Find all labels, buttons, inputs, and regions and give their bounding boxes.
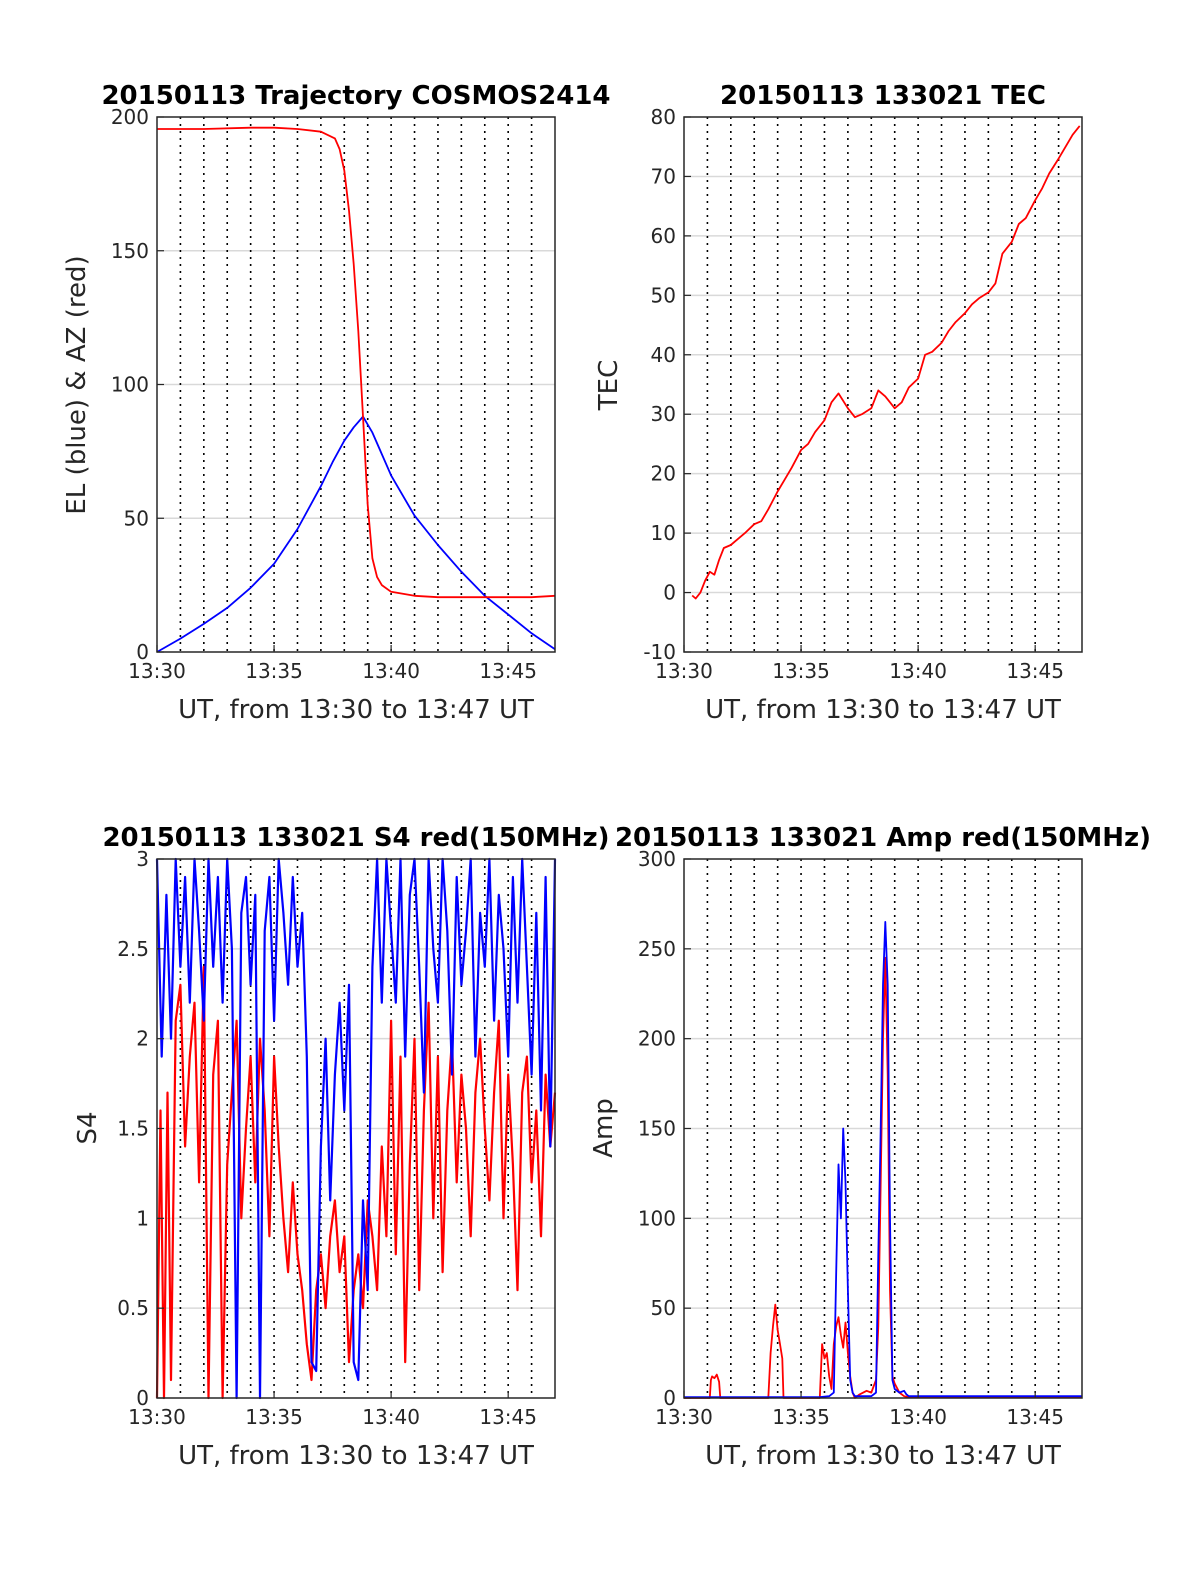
trajectory-panel: 13:30 13:35 13:40 13:45 0 50 100 150 20020150113… xyxy=(62,81,611,725)
trajectory-ytick-label-0: 0 xyxy=(136,640,149,664)
amp-ytick-label-4: 200 xyxy=(638,1027,676,1051)
tec-axes-frame xyxy=(683,116,1083,653)
s4-ytick-label-1: 0.5 xyxy=(117,1296,149,1320)
tec-ytick-label-5: 40 xyxy=(651,343,676,367)
s4-ytick-label-5: 2.5 xyxy=(117,937,149,961)
amp-xtick-label-3: 13:45 xyxy=(1006,1405,1064,1429)
amp-xtick-label-1: 13:35 xyxy=(772,1405,830,1429)
s4-ytick-label-2: 1 xyxy=(136,1206,149,1230)
tec-xtick-label-3: 13:45 xyxy=(1006,659,1064,683)
amp-xlabel: UT, from 13:30 to 13:47 UT xyxy=(705,1441,1061,1471)
trajectory-series-1 xyxy=(157,126,556,599)
tec-ytick-label-3: 20 xyxy=(651,462,676,486)
trajectory-ylabel: EL (blue) & AZ (red) xyxy=(62,255,92,514)
tec-xtick-label-1: 13:35 xyxy=(772,659,830,683)
tec-xtick-label-2: 13:40 xyxy=(889,659,947,683)
tec-panel: 13:30 13:35 13:40 13:45 -10 0 10 20 30 40 50 60 70 80… xyxy=(594,81,1083,725)
amp-series-1 xyxy=(684,921,1082,1398)
s4-ytick-label-6: 3 xyxy=(136,847,149,871)
amp-ytick-label-0: 0 xyxy=(663,1386,676,1410)
amp-xtick-label-2: 13:40 xyxy=(889,1405,947,1429)
tec-ytick-label-8: 70 xyxy=(651,164,676,188)
tec-ytick-label-1: 0 xyxy=(663,581,676,605)
s4-ytick-label-0: 0 xyxy=(136,1386,149,1410)
amp-ytick-label-2: 100 xyxy=(638,1206,676,1230)
tec-ytick-label-6: 50 xyxy=(651,283,676,307)
s4-ytick-label-4: 2 xyxy=(136,1027,149,1051)
trajectory-xlabel: UT, from 13:30 to 13:47 UT xyxy=(178,695,534,725)
amp-ytick-label-5: 250 xyxy=(638,937,676,961)
amp-ytick-label-1: 50 xyxy=(651,1296,676,1320)
s4-ytick-label-3: 1.5 xyxy=(117,1117,149,1141)
s4-series-0 xyxy=(155,965,557,1400)
trajectory-ytick-label-1: 50 xyxy=(124,506,149,530)
trajectory-ytick-label-3: 150 xyxy=(111,239,149,263)
trajectory-xtick-label-2: 13:40 xyxy=(362,659,420,683)
s4-xtick-label-3: 13:45 xyxy=(479,1405,537,1429)
tec-ytick-label-9: 80 xyxy=(651,105,676,129)
tec-ytick-label-7: 60 xyxy=(651,224,676,248)
s4-title: 20150113 133021 S4 red(150MHz) xyxy=(102,823,609,853)
amp-series-0 xyxy=(684,956,1082,1399)
s4-panel: 13:30 13:35 13:40 13:45 0 0.5 1 1.5 2 2.5 32015011… xyxy=(73,823,610,1471)
s4-xtick-label-2: 13:40 xyxy=(362,1405,420,1429)
trajectory-ytick-label-4: 200 xyxy=(111,105,149,129)
s4-xlabel: UT, from 13:30 to 13:47 UT xyxy=(178,1441,534,1471)
s4-ylabel: S4 xyxy=(73,1111,103,1144)
amp-ytick-label-3: 150 xyxy=(638,1117,676,1141)
tec-ylabel: TEC xyxy=(594,360,624,411)
amp-ylabel: Amp xyxy=(589,1098,619,1158)
amp-title: 20150113 133021 Amp red(150MHz) xyxy=(615,823,1151,853)
trajectory-xtick-label-3: 13:45 xyxy=(479,659,537,683)
tec-xtick-label-0: 13:30 xyxy=(655,659,713,683)
tec-ytick-label-0: -10 xyxy=(643,640,676,664)
trajectory-xtick-label-0: 13:30 xyxy=(128,659,186,683)
tec-ytick-label-2: 10 xyxy=(651,521,676,545)
trajectory-series-0 xyxy=(156,415,556,653)
trajectory-ytick-label-2: 100 xyxy=(111,373,149,397)
amp-panel: 13:30 13:35 13:40 13:45 0 50 100 150 200 250 30020… xyxy=(589,823,1151,1471)
amp-xtick-label-0: 13:30 xyxy=(655,1405,713,1429)
tec-title: 20150113 133021 TEC xyxy=(720,81,1046,111)
tec-ytick-label-4: 30 xyxy=(651,402,676,426)
s4-series-1 xyxy=(155,857,557,1400)
s4-xtick-label-0: 13:30 xyxy=(128,1405,186,1429)
tec-xlabel: UT, from 13:30 to 13:47 UT xyxy=(705,695,1061,725)
s4-xtick-label-1: 13:35 xyxy=(245,1405,303,1429)
trajectory-xtick-label-1: 13:35 xyxy=(245,659,303,683)
tec-series-0 xyxy=(691,125,1081,600)
amp-ytick-label-6: 300 xyxy=(638,847,676,871)
trajectory-title: 20150113 Trajectory COSMOS2414 xyxy=(101,81,610,111)
